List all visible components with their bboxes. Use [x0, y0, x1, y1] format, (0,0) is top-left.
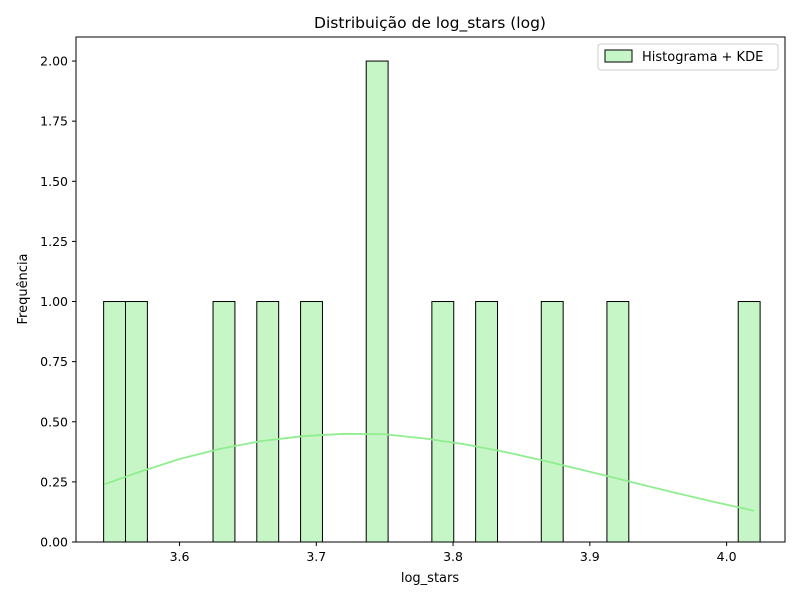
x-axis: 3.6 3.7 3.8 3.9 4.0	[170, 542, 737, 564]
histogram-bar-3	[212, 301, 236, 543]
x-tick-label: 3.8	[443, 549, 463, 564]
histogram-bar-9	[540, 301, 564, 543]
legend-label: Histograma + KDE	[642, 50, 763, 65]
legend-box	[597, 43, 779, 71]
y-tick-label: 1.50	[40, 174, 68, 189]
histogram-bar-11	[737, 301, 761, 543]
y-tick-label: 2.00	[40, 54, 68, 69]
x-tick-label: 4.0	[717, 549, 737, 564]
histogram-bar-6	[365, 60, 389, 543]
y-tick-label: 1.00	[40, 294, 68, 309]
y-tick-label: 0.00	[40, 535, 68, 550]
y-tick-label: 0.50	[40, 414, 68, 429]
kde-layer	[104, 432, 755, 512]
histogram-bar-4	[256, 301, 280, 543]
y-tick-label: 1.25	[40, 234, 68, 249]
x-axis-label: log_stars	[401, 571, 459, 586]
histogram-bar-5	[300, 301, 323, 543]
legend: Histograma + KDE	[597, 43, 779, 71]
y-axis: 0.00 0.25 0.50 0.75 1.00 1.25 1.50 1.75 2.00	[40, 54, 76, 550]
histogram-bar-7	[431, 301, 455, 543]
x-tick-label: 3.9	[580, 549, 600, 564]
bars-layer	[103, 60, 761, 543]
x-tick-label: 3.7	[306, 549, 326, 564]
kde-line	[104, 432, 755, 512]
legend-swatch	[604, 49, 633, 63]
y-tick-label: 0.25	[40, 474, 68, 489]
chart-title: Distribuição de log_stars (log)	[314, 14, 546, 33]
x-tick-label: 3.6	[170, 549, 190, 564]
histogram-bar-10	[606, 301, 630, 543]
y-tick-label: 1.75	[40, 114, 68, 129]
histogram-bar-1	[103, 301, 127, 543]
histogram-bar-8	[475, 301, 499, 543]
plot-frame	[75, 36, 786, 543]
y-tick-label: 0.75	[40, 354, 68, 369]
y-axis-label: Frequência	[16, 253, 31, 324]
histogram-bar-2	[125, 301, 148, 543]
